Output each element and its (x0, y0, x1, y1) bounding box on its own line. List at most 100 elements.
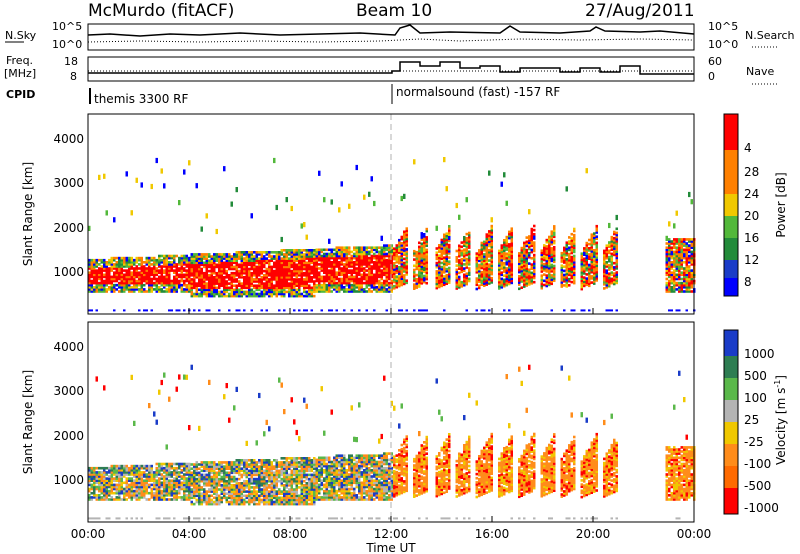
range-cell (133, 475, 136, 478)
range-cell (195, 269, 198, 273)
range-cell (275, 265, 278, 269)
range-cell (478, 276, 481, 279)
range-cell (110, 288, 113, 291)
range-cell (93, 267, 96, 270)
range-cell (323, 254, 326, 258)
range-cell (163, 283, 166, 287)
range-cell (688, 279, 691, 283)
range-cell (675, 250, 678, 254)
range-cell (353, 265, 356, 268)
range-cell (123, 279, 126, 283)
range-cell (340, 250, 343, 254)
range-cell (213, 294, 216, 298)
range-cell (485, 235, 488, 238)
power-cb-tick-12: 12 (744, 253, 759, 267)
range-cell (223, 484, 226, 487)
range-cell (220, 463, 223, 466)
range-cell (308, 284, 311, 287)
range-cell (210, 271, 213, 275)
range-cell (435, 251, 438, 254)
range-cell (110, 281, 113, 285)
range-cell (210, 259, 213, 262)
range-cell (585, 256, 588, 259)
range-cell (150, 271, 153, 274)
range-cell (208, 496, 211, 500)
range-cell (295, 274, 298, 277)
range-cell (400, 256, 403, 260)
range-cell (238, 269, 241, 273)
range-cell (200, 475, 203, 479)
range-cell (608, 255, 611, 259)
range-cell (155, 498, 158, 501)
range-cell (203, 475, 206, 479)
range-cell (138, 483, 141, 487)
range-cell (345, 273, 348, 277)
range-cell (388, 248, 391, 252)
range-cell (688, 286, 691, 289)
range-cell (125, 481, 128, 485)
range-cell (120, 473, 123, 476)
range-cell (545, 284, 548, 288)
range-cell (585, 268, 588, 272)
range-cell (603, 253, 606, 257)
range-cell (163, 475, 166, 478)
range-cell (553, 252, 556, 255)
range-cell (88, 487, 91, 491)
range-cell (498, 285, 501, 288)
range-cell (193, 473, 196, 477)
range-cell (233, 257, 236, 260)
range-cell (585, 277, 588, 280)
range-cell (613, 280, 616, 284)
range-cell (185, 283, 188, 287)
range-cell (580, 277, 583, 280)
range-cell (255, 280, 258, 283)
range-cell (223, 494, 226, 498)
range-cell (435, 263, 438, 267)
range-cell (183, 494, 186, 497)
range-cell (203, 280, 206, 283)
range-cell (240, 253, 243, 256)
range-cell (425, 309, 428, 312)
range-cell (103, 477, 106, 480)
range-cell (508, 309, 511, 312)
range-cell (173, 271, 176, 274)
range-cell (288, 276, 291, 279)
range-cell (108, 485, 111, 489)
range-cell (208, 282, 211, 285)
range-cell (188, 481, 191, 485)
range-cell (88, 481, 91, 485)
range-cell (240, 274, 243, 277)
range-cell (358, 248, 361, 252)
range-cell (93, 261, 96, 264)
range-cell (345, 269, 348, 272)
range-cell (118, 269, 121, 272)
range-cell (440, 270, 443, 273)
range-cell (93, 286, 96, 289)
range-cell (613, 274, 616, 277)
range-cell (420, 242, 423, 246)
nave-tick-bottom: 0 (708, 70, 715, 83)
range-cell (518, 262, 521, 266)
range-cell (290, 284, 293, 287)
range-cell (425, 273, 428, 277)
range-cell (460, 285, 463, 288)
range-cell (120, 498, 123, 501)
range-cell (328, 277, 331, 281)
range-cell (225, 461, 228, 464)
range-cell (568, 271, 571, 275)
range-cell (155, 258, 158, 262)
range-cell (183, 498, 186, 501)
range-cell (685, 248, 688, 252)
range-cell (305, 309, 308, 312)
range-cell (365, 277, 368, 281)
range-cell (343, 288, 346, 291)
range-cell (530, 232, 533, 235)
range-cell (613, 253, 616, 257)
range-cell (223, 257, 226, 260)
range-cell (125, 273, 128, 277)
range-cell (300, 265, 303, 269)
range-cell (475, 281, 478, 284)
range-cell (183, 261, 186, 264)
range-cell (390, 267, 393, 270)
range-cell (485, 266, 488, 270)
